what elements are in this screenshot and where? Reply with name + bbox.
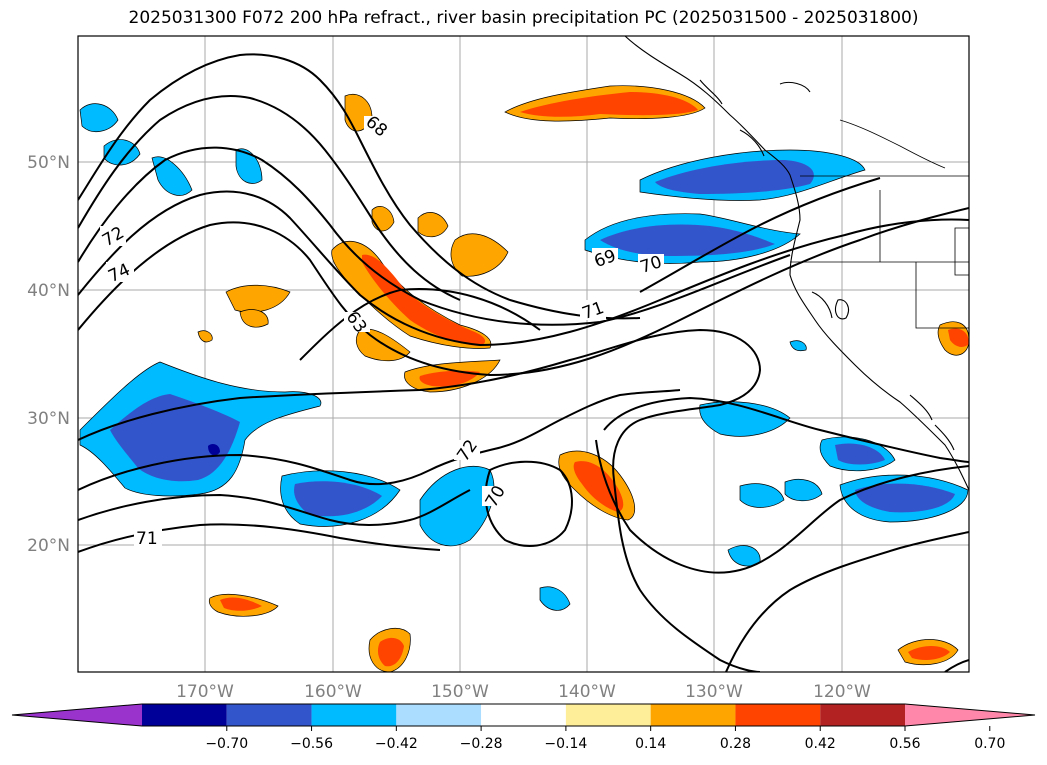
colorbar-segment (650, 704, 736, 726)
colorbar-segment (820, 704, 905, 726)
colorbar-tick-label: 0.28 (720, 736, 751, 752)
lon-tick-label: 170°W (176, 682, 234, 702)
plot-border (77, 35, 970, 673)
colorbar-tick-label: 0.42 (805, 736, 836, 752)
colorbar-tick-label: 0.56 (889, 736, 920, 752)
colorbar-segment (565, 704, 651, 726)
colorbar-extend-min (12, 704, 142, 726)
colorbar-segment (142, 704, 227, 726)
lon-tick-label: 120°W (813, 682, 871, 702)
lon-tick-label: 130°W (685, 682, 743, 702)
colorbar-outline (11, 703, 1036, 727)
contour-labels: 68 72 74 63 69 70 71 72 70 71 (99, 112, 665, 549)
precip-pc-fill (79, 85, 969, 672)
lon-tick-label: 140°W (558, 682, 616, 702)
lat-tick-label: 50°N (27, 153, 70, 173)
lon-tick-label: 150°W (431, 682, 489, 702)
colorbar-segment (311, 704, 397, 726)
colorbar-tick-label: −0.42 (375, 736, 418, 752)
political-borders (790, 119, 969, 329)
latitude-axis: 50°N 40°N 30°N 20°N (27, 153, 70, 556)
map-title: 2025031300 F072 200 hPa refract., river … (128, 8, 919, 28)
colorbar-tick-label: −0.70 (205, 736, 248, 752)
lon-tick-label: 160°W (304, 682, 362, 702)
colorbar-segment (481, 704, 566, 726)
longitude-axis: 170°W 160°W 150°W 140°W 130°W 120°W (176, 682, 871, 702)
refractivity-contours (78, 53, 969, 672)
contour-label: 71 (136, 529, 158, 549)
colorbar-tick-label: 0.70 (974, 736, 1005, 752)
colorbar-tick-label: −0.56 (290, 736, 333, 752)
colorbar-segment (396, 704, 482, 726)
lat-tick-label: 30°N (27, 409, 70, 429)
colorbar-extend-max (905, 704, 1035, 726)
colorbar-segment (735, 704, 821, 726)
colorbar-tick-label: 0.14 (635, 736, 666, 752)
coastlines (624, 36, 969, 491)
lat-tick-label: 40°N (27, 281, 70, 301)
colorbar-tick-label: −0.14 (544, 736, 587, 752)
colorbar-tick-label: −0.28 (460, 736, 503, 752)
colorbar-segment (226, 704, 312, 726)
colorbar: −0.70 −0.56 −0.42 −0.28 −0.14 0.14 0.28 0.42 0.5… (11, 703, 1036, 752)
lat-tick-label: 20°N (27, 536, 70, 556)
plot-area (78, 36, 969, 672)
